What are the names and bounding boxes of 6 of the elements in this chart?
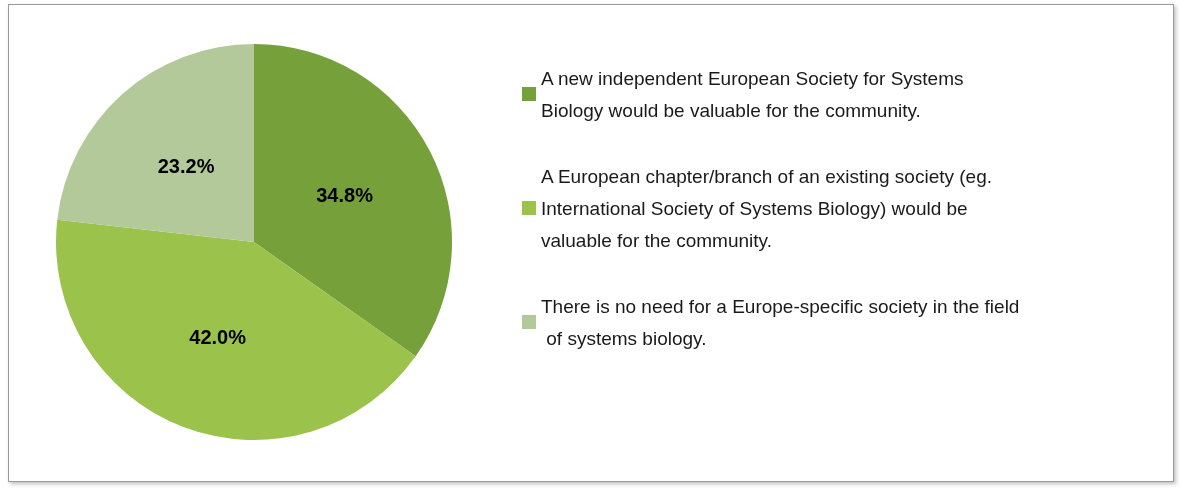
legend-label: There is no need for a Europe-specific society in the field of systems biology. (541, 295, 1020, 349)
legend-label: A new independent European Society for Systems Biology would be valuable for the community. (541, 67, 969, 121)
data-label: 42.0% (189, 326, 247, 349)
legend-label: A European chapter/branch of an existing society (eg. International Society of Systems Biology) would be valuable for the community. (541, 165, 998, 251)
data-label: 34.8% (316, 184, 374, 207)
data-label: 23.2% (157, 154, 215, 177)
